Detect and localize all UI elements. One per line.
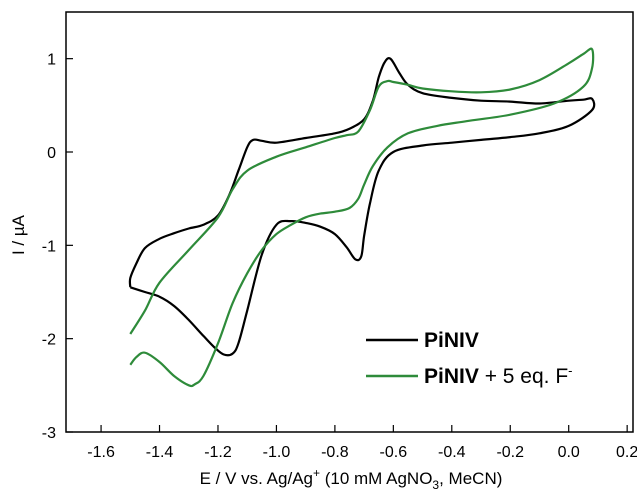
y-tick-label: 1 — [47, 52, 56, 69]
y-tick-label: -2 — [42, 332, 56, 349]
x-tick-label: -0.2 — [496, 444, 524, 461]
legend: PiNIV PiNIV + 5 eq. F- — [366, 329, 573, 388]
legend-label-series-1: PiNIV — [424, 329, 479, 352]
legend-label-series-2-bold: PiNIV — [424, 365, 479, 388]
legend-label-series-2: PiNIV + 5 eq. F- — [424, 363, 573, 388]
x-tick-label: -1.0 — [263, 444, 291, 461]
x-tick-label: -0.6 — [380, 444, 408, 461]
x-tick-label: 0.0 — [558, 444, 580, 461]
legend-label-series-1-bold: PiNIV — [424, 329, 479, 352]
y-tick-label: -1 — [42, 238, 56, 255]
x-axis-label: E / V vs. Ag/Ag+ (10 mM AgNO3, MeCN) — [200, 466, 503, 492]
x-tick-label: -1.6 — [87, 444, 115, 461]
x-axis-label-middle: (10 mM AgNO — [320, 469, 432, 488]
series-line-1 — [128, 57, 596, 357]
y-axis-label: I / µA — [9, 214, 28, 255]
x-axis-label-sub: 3 — [432, 478, 439, 492]
series-line-2 — [129, 47, 595, 388]
x-tick-label: -1.4 — [146, 444, 174, 461]
x-axis-label-sup: + — [313, 466, 320, 480]
data-curves — [128, 47, 596, 388]
x-tick-label: 0.2 — [616, 444, 637, 461]
axis-ticks: -1.6 -1.4 -1.2 -1.0 -0.8 -0.6 -0.4 -0.2 0.0 0.2 -3… — [42, 52, 637, 461]
legend-label-series-2-sup: - — [568, 363, 572, 378]
x-tick-label: -0.8 — [321, 444, 349, 461]
legend-label-series-2-rest: + 5 eq. F — [479, 365, 568, 388]
plot-frame — [65, 11, 634, 433]
x-axis-label-after: , MeCN) — [439, 469, 502, 488]
x-tick-label: -1.2 — [204, 444, 232, 461]
x-tick-label: -0.4 — [438, 444, 466, 461]
y-tick-label: -3 — [42, 425, 56, 442]
x-axis-label-main: E / V vs. Ag/Ag — [200, 469, 313, 488]
y-tick-label: 0 — [47, 145, 56, 162]
